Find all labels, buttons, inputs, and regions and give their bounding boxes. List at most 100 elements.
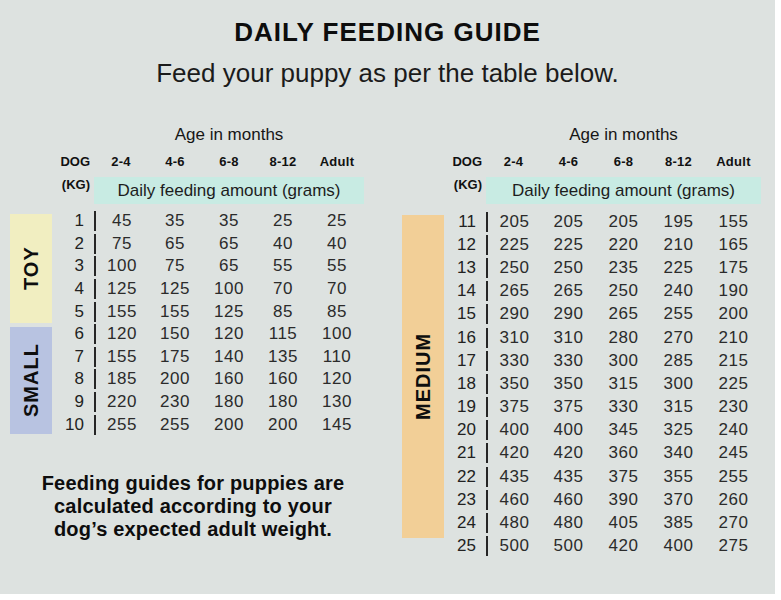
table-row: 15290290265255200: [402, 303, 761, 326]
feeding-amount-cell: 265: [596, 304, 651, 324]
feeding-amount-cell: 115: [256, 324, 310, 344]
feeding-amount-cell: 255: [706, 467, 761, 487]
feeding-amount-cell: 205: [541, 212, 596, 232]
table-row: 17330330300285215: [402, 349, 761, 372]
table-row: 22435435375355255: [402, 465, 761, 488]
feeding-amount-cell: 230: [706, 397, 761, 417]
feeding-amount-cell: 220: [596, 235, 651, 255]
dog-weight-cell: 6: [52, 324, 94, 344]
feeding-amount-cell: 275: [706, 536, 761, 556]
feeding-amount-cell: 200: [148, 369, 202, 389]
table-row: 6120150120115100: [10, 323, 364, 346]
feeding-amount-cell: 375: [541, 397, 596, 417]
feeding-amount-cell: 150: [148, 324, 202, 344]
feeding-amount-cell: 460: [541, 490, 596, 510]
feeding-amount-cell: 155: [94, 347, 148, 367]
feeding-amount-cell: 360: [596, 443, 651, 463]
kg-header: (KG): [444, 174, 486, 192]
table-row: 10255255200200145: [10, 413, 364, 436]
feeding-amount-cell: 100: [310, 324, 364, 344]
table-row: 14265265250240190: [402, 280, 761, 303]
table-row: 51551551258585: [10, 300, 364, 323]
feeding-amount-cell: 385: [651, 513, 706, 533]
feeding-amount-cell: 125: [202, 302, 256, 322]
dog-weight-cell: 19: [444, 397, 486, 417]
feeding-amount-cell: 350: [486, 374, 541, 394]
feeding-amount-cell: 265: [486, 281, 541, 301]
feeding-amount-cell: 240: [706, 420, 761, 440]
dog-weight-cell: 5: [52, 302, 94, 322]
table-row: 310075655555: [10, 255, 364, 278]
dog-weight-cell: 12: [444, 235, 486, 255]
feeding-guide-panel: DAILY FEEDING GUIDE Feed your puppy as p…: [0, 0, 775, 594]
feeding-amount-cell: 225: [706, 374, 761, 394]
feeding-amount-cell: 35: [148, 211, 202, 231]
dog-weight-cell: 24: [444, 513, 486, 533]
table-row: 9220230180180130: [10, 391, 364, 414]
feeding-amount-cell: 310: [541, 328, 596, 348]
dog-weight-cell: 21: [444, 443, 486, 463]
feeding-amount-cell: 70: [256, 279, 310, 299]
feeding-amount-cell: 100: [94, 256, 148, 276]
feeding-amount-cell: 500: [486, 536, 541, 556]
feeding-amount-cell: 400: [651, 536, 706, 556]
feeding-amount-cell: 180: [256, 392, 310, 412]
feeding-amount-cell: 85: [310, 302, 364, 322]
dog-weight-cell: 1: [52, 211, 94, 231]
feeding-amount-cell: 120: [94, 324, 148, 344]
feeding-amount-cell: 215: [706, 351, 761, 371]
table-row: 18350350315300225: [402, 372, 761, 395]
table-row: 8185200160160120: [10, 368, 364, 391]
feeding-amount-cell: 480: [486, 513, 541, 533]
table-row: 24480480405385270: [402, 511, 761, 534]
feeding-amount-cell: 280: [596, 328, 651, 348]
feeding-amount-cell: 65: [148, 234, 202, 254]
feeding-amount-cell: 65: [202, 256, 256, 276]
dog-weight-cell: 11: [444, 212, 486, 232]
feeding-amount-cell: 460: [486, 490, 541, 510]
feeding-amount-cell: 200: [256, 415, 310, 435]
feeding-amount-cell: 240: [651, 281, 706, 301]
feeding-amount-cell: 200: [706, 304, 761, 324]
feeding-amount-cell: 210: [651, 235, 706, 255]
feeding-amount-cell: 290: [486, 304, 541, 324]
feeding-amount-cell: 205: [596, 212, 651, 232]
feeding-amount-cell: 265: [541, 281, 596, 301]
feeding-amount-cell: 55: [310, 256, 364, 276]
group-label-toy: TOY: [10, 214, 52, 323]
feeding-amount-cell: 255: [94, 415, 148, 435]
feeding-amount-cell: 200: [202, 415, 256, 435]
feeding-amount-cell: 350: [541, 374, 596, 394]
table-row: 13250250235225175: [402, 256, 761, 279]
dog-weight-cell: 18: [444, 374, 486, 394]
units-header-row: (KG) Daily feeding amount (grams): [10, 174, 364, 207]
feeding-amount-cell: 180: [202, 392, 256, 412]
feeding-amount-cell: 160: [256, 369, 310, 389]
feeding-amount-cell: 40: [310, 234, 364, 254]
feeding-amount-cell: 135: [256, 347, 310, 367]
feeding-amount-cell: 120: [310, 369, 364, 389]
feeding-amount-cell: 420: [486, 443, 541, 463]
table-row: 14535352525: [10, 210, 364, 233]
feeding-amount-cell: 325: [651, 420, 706, 440]
feeding-amount-cell: 205: [486, 212, 541, 232]
feeding-amount-cell: 110: [310, 347, 364, 367]
col-header-adult: Adult: [310, 154, 364, 169]
feeding-amount-cell: 405: [596, 513, 651, 533]
feeding-amount-cell: 250: [486, 258, 541, 278]
feeding-amount-cell: 195: [651, 212, 706, 232]
dog-weight-cell: 3: [52, 256, 94, 276]
col-header-4-6: 4-6: [541, 154, 596, 169]
dog-weight-cell: 9: [52, 392, 94, 412]
dog-weight-cell: 14: [444, 281, 486, 301]
dog-weight-cell: 23: [444, 490, 486, 510]
table-row: 12225225220210165: [402, 233, 761, 256]
table-row: 21420420360340245: [402, 442, 761, 465]
kg-header: (KG): [52, 174, 94, 192]
feeding-table-medium: Age in months DOG 2-4 4-6 6-8 8-12 Adult…: [402, 125, 761, 558]
feeding-amount-cell: 435: [541, 467, 596, 487]
footer-note: Feeding guides for puppies are calculate…: [10, 472, 376, 541]
feeding-amount-cell: 250: [596, 281, 651, 301]
feeding-amount-cell: 345: [596, 420, 651, 440]
col-header-6-8: 6-8: [596, 154, 651, 169]
